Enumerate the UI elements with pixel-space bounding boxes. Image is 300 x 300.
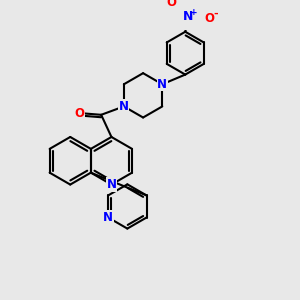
Text: N: N [183, 11, 194, 23]
Text: O: O [167, 0, 176, 9]
Text: N: N [157, 78, 167, 91]
Text: -: - [214, 9, 218, 19]
Text: N: N [106, 178, 116, 191]
Text: N: N [103, 211, 113, 224]
Text: O: O [205, 12, 214, 25]
Text: O: O [75, 107, 85, 120]
Text: N: N [119, 100, 129, 113]
Text: +: + [190, 8, 197, 16]
